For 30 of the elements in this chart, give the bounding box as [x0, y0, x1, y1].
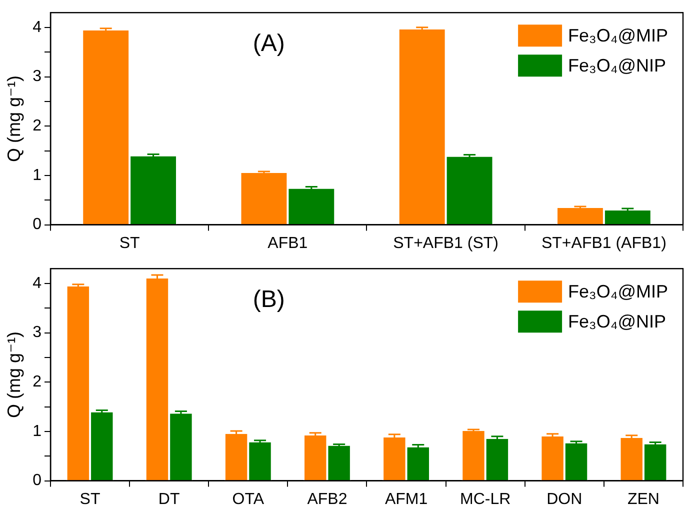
x-tick-label: ZEN [627, 490, 660, 508]
legend-label: Fe₃O₄@MIP [568, 282, 668, 302]
y-tick-label: 1 [32, 422, 42, 440]
legend-label: Fe₃O₄@MIP [568, 26, 668, 46]
x-tick-label: AFM1 [384, 490, 428, 508]
y-tick-label: 0 [32, 216, 42, 234]
y-tick-label: 4 [32, 18, 42, 36]
y-tick-label: 4 [32, 274, 42, 292]
x-tick-label: ST+AFB1 (AFB1) [541, 234, 666, 252]
x-tick-label: MC-LR [460, 490, 511, 508]
legend-label: Fe₃O₄@NIP [568, 56, 666, 76]
y-tick-label: 2 [32, 374, 42, 391]
y-tick-label: 0 [32, 472, 42, 490]
y-tick-label: 3 [32, 68, 42, 86]
x-tick-label: AFB1 [268, 234, 308, 252]
x-tick-label: ST [119, 234, 140, 252]
x-tick-label: ST+AFB1 (ST) [393, 234, 498, 252]
y-tick-label: 2 [32, 118, 42, 135]
x-tick-label: AFB2 [307, 490, 348, 508]
x-tick-label: DT [158, 490, 180, 508]
annotation: (B) [252, 286, 285, 314]
x-tick-label: OTA [232, 490, 264, 508]
y-tick-label: 3 [32, 324, 42, 342]
x-tick-label: DON [546, 490, 582, 508]
y-axis-title: Q (mg g⁻¹) [4, 331, 24, 418]
annotation: (A) [252, 30, 285, 58]
legend-label: Fe₃O₄@NIP [568, 312, 666, 332]
x-tick-label: ST [80, 490, 100, 508]
y-tick-label: 1 [32, 166, 42, 184]
y-axis-title: Q (mg g⁻¹) [4, 75, 24, 162]
